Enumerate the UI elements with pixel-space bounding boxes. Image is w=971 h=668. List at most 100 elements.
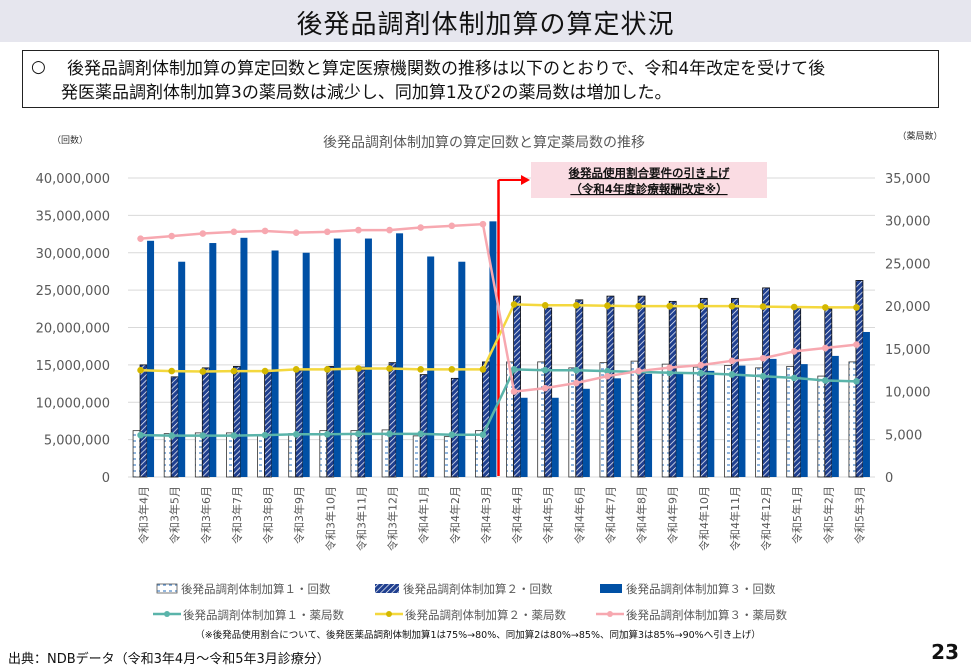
bar-series1 [599, 362, 608, 478]
x-tick-label: 令和4年6月 [572, 486, 586, 544]
chart-title: 後発品調剤体制加算の算定回数と算定薬局数の推移 [323, 135, 645, 151]
bar-series2 [482, 361, 490, 478]
line-series2 [140, 303, 857, 373]
line-point-series2 [759, 303, 767, 310]
bar-series1 [661, 363, 670, 478]
x-tick-label: 令和3年4月 [137, 486, 151, 544]
line-point-series2 [355, 365, 362, 372]
legend-label-bar3: 後発品調剤体制加算３・回数 [626, 582, 776, 596]
line-point-series2 [541, 301, 549, 309]
line-point-series3 [261, 227, 269, 235]
line-point-series1 [510, 366, 518, 373]
left-tick-label: 35,000,000 [36, 209, 110, 224]
left-tick-label: 40,000,000 [36, 172, 110, 187]
legend-label-line3: 後発品調剤体制加算３・薬局数 [626, 608, 787, 622]
legend-item-line3: 後発品調剤体制加算３・薬局数 [596, 608, 787, 622]
line-point-series3 [137, 235, 144, 242]
annotation-line-1: 後発品使用割合要件の引き上げ [569, 166, 730, 180]
x-tick-label: 令和3年9月 [292, 486, 306, 544]
bar-series2 [295, 368, 304, 478]
x-tick-label: 令和4年9月 [666, 486, 680, 544]
x-tick-label: 令和4年10月 [697, 486, 711, 551]
line-point-series3 [666, 364, 673, 371]
legend-item-bar3: 後発品調剤体制加算３・回数 [600, 582, 776, 596]
line-point-series3 [386, 226, 393, 234]
bar-series1 [257, 435, 265, 478]
bar-series3 [769, 358, 777, 477]
bar-series1 [817, 375, 826, 478]
line-point-series2 [324, 366, 331, 373]
right-tick-label: 20,000 [885, 300, 931, 315]
bar-series2 [201, 367, 210, 478]
legend: 後発品調剤体制加算１・回数 後発品調剤体制加算２・回数 後発品調剤体制加算３・回… [153, 582, 787, 622]
bar-series1 [724, 365, 732, 478]
left-tick-label: 5,000,000 [44, 434, 110, 449]
line-point-series1 [666, 369, 673, 377]
line-point-series2 [168, 367, 175, 375]
line-point-series1 [448, 431, 456, 439]
line-point-series1 [697, 369, 705, 377]
legend-label-bar1: 後発品調剤体制加算１・回数 [181, 582, 331, 596]
bar-series1 [692, 366, 701, 478]
x-tick-label: 令和3年5月 [168, 486, 182, 544]
bar-series2 [731, 297, 739, 478]
line-point-series2 [604, 302, 611, 310]
line-point-series2 [573, 301, 580, 309]
line-point-series2 [510, 301, 518, 308]
bar-series2 [326, 365, 335, 478]
source-note: 出典：NDBデータ（令和3年4月～令和5年3月診療分） [8, 652, 330, 667]
line-point-series1 [261, 431, 269, 439]
line-point-series2 [479, 366, 487, 373]
left-tick-label: 10,000,000 [36, 396, 110, 411]
bar-series2 [419, 374, 428, 478]
line-point-series2 [261, 367, 269, 375]
right-axis-label: （薬局数） [897, 130, 942, 142]
line-point-series2 [199, 368, 207, 375]
line-point-series2 [728, 302, 736, 310]
bar-series3 [302, 252, 310, 477]
x-tick-label: 令和3年8月 [261, 486, 275, 544]
line-point-series1 [853, 378, 860, 385]
bar-series1 [443, 436, 452, 478]
annotation: 後発品使用割合要件の引き上げ （令和4年度診療報酬改定※） [531, 162, 767, 198]
line-point-series3 [199, 230, 207, 237]
bar-series3 [738, 365, 746, 477]
left-tick-label: 30,000,000 [36, 247, 110, 262]
line-point-series3 [573, 379, 580, 387]
bar-series1 [350, 430, 359, 478]
bar-series1 [226, 432, 234, 478]
line-point-series3 [853, 341, 860, 348]
bar-series3 [364, 238, 372, 477]
x-tick-label: 令和4年7月 [603, 486, 617, 544]
bar-series2 [668, 300, 677, 478]
summary-text: 後発品調剤体制加算の算定回数と算定医療機関数の推移は以下のとおりで、令和4年改定… [61, 57, 933, 105]
left-axis-label: （回数） [52, 134, 88, 146]
line-point-series3 [822, 344, 829, 352]
bar-series3 [582, 388, 590, 477]
line-point-series1 [199, 432, 207, 439]
line-point-series1 [604, 367, 611, 375]
line-point-series2 [635, 302, 642, 310]
line-point-series3 [324, 228, 331, 236]
line-point-series2 [417, 366, 424, 373]
legend-label-line1: 後発品調剤体制加算１・薬局数 [183, 608, 344, 622]
annotation-line-2: （令和4年度診療報酬改定※） [570, 182, 727, 196]
left-tick-label: 0 [102, 471, 110, 486]
x-tick-label: 令和3年7月 [230, 486, 244, 544]
arrow-head-icon [521, 175, 530, 185]
line-point-series3 [728, 357, 736, 365]
line-point-series3 [790, 348, 798, 355]
line-point-series2 [230, 367, 238, 375]
bar-series1 [537, 361, 546, 478]
line-point-series3 [697, 361, 705, 369]
line-point-series1 [759, 372, 767, 380]
bar-series1 [381, 429, 390, 478]
x-tick-label: 令和5年2月 [821, 486, 835, 544]
summary-line-2: 発医薬品調剤体制加算3の薬局数は減少し、同加算1及び2の薬局数は増加した。 [61, 83, 672, 103]
bar-series1 [163, 433, 172, 478]
x-tick-label: 令和3年10月 [323, 486, 337, 551]
line-point-series1 [137, 431, 144, 439]
summary-line-1: 後発品調剤体制加算の算定回数と算定医療機関数の推移は以下のとおりで、令和4年改定… [67, 59, 826, 79]
left-tick-label: 15,000,000 [36, 359, 110, 374]
legend-label-line2: 後発品調剤体制加算２・薬局数 [405, 608, 566, 622]
